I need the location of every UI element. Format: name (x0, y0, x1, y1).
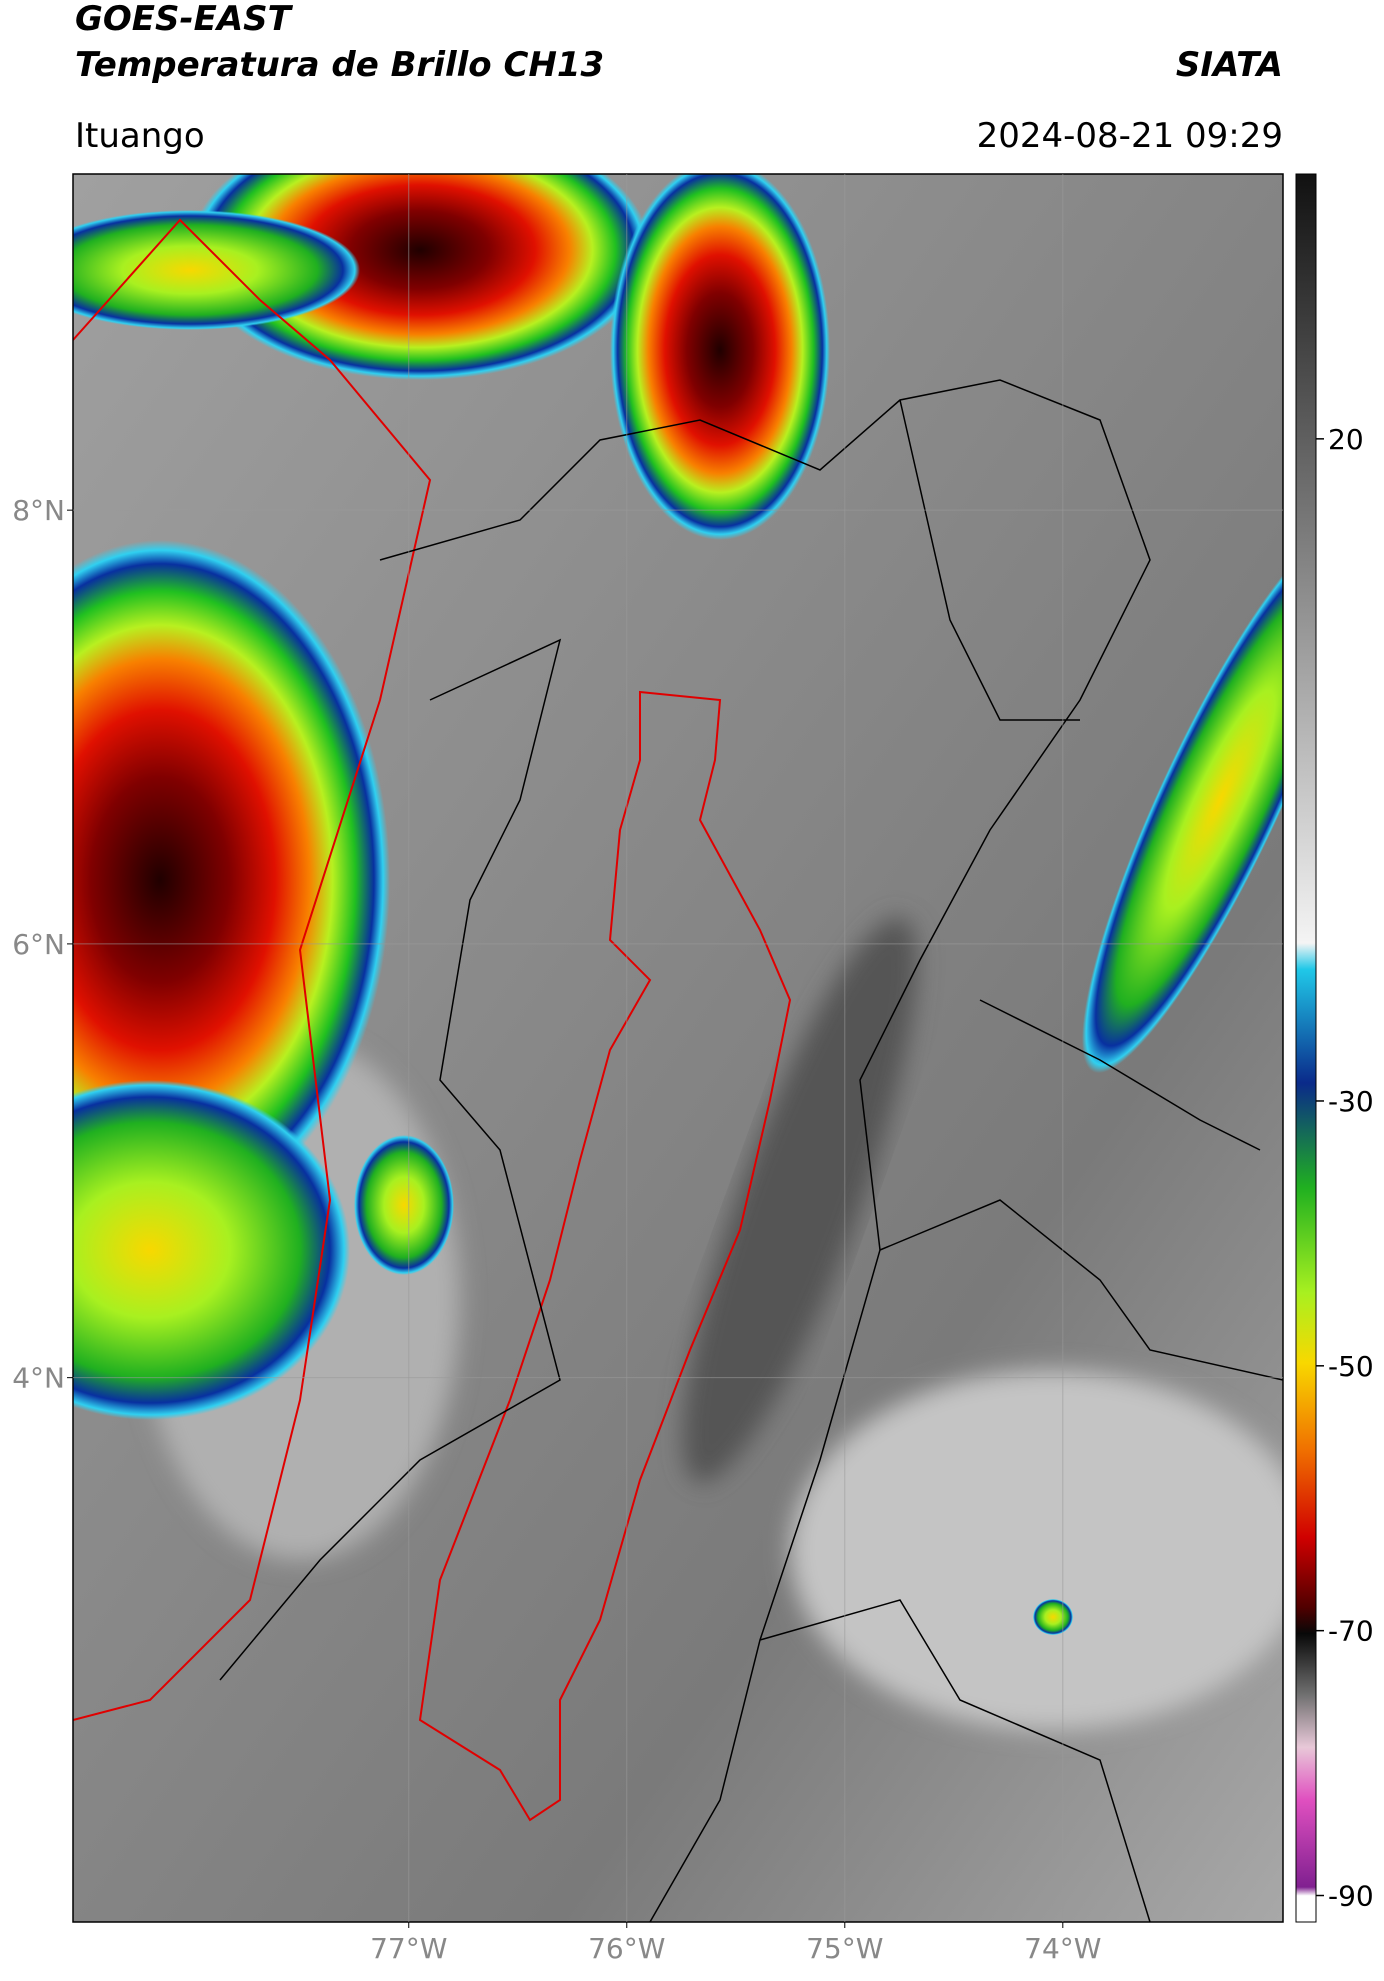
y-tick-label: 6°N (12, 928, 65, 961)
map-image (73, 174, 1283, 1922)
timestamp: 2024-08-21 09:29 (977, 116, 1283, 156)
x-tick-label: 76°W (588, 1932, 665, 1965)
colorbar (1295, 173, 1317, 1923)
x-tick-label: 74°W (1024, 1932, 1101, 1965)
x-tick-label: 77°W (370, 1932, 447, 1965)
y-tick-label: 8°N (12, 494, 65, 527)
title-line2: Temperatura de Brillo CH13 (75, 45, 604, 85)
colorbar-tick-label: -50 (1328, 1350, 1374, 1383)
y-tick-label: 4°N (12, 1362, 65, 1395)
colorbar-tick-label: 20 (1328, 423, 1364, 456)
agency: SIATA (1176, 45, 1283, 85)
colorbar-tick-label: -30 (1328, 1085, 1374, 1118)
x-tick-label: 75°W (806, 1932, 883, 1965)
title-line1: GOES-EAST (75, 0, 294, 39)
colorbar-tick-label: -90 (1328, 1880, 1374, 1913)
map-frame (72, 173, 1284, 1923)
region: Ituango (75, 116, 205, 156)
colorbar-tick-label: -70 (1328, 1615, 1374, 1648)
